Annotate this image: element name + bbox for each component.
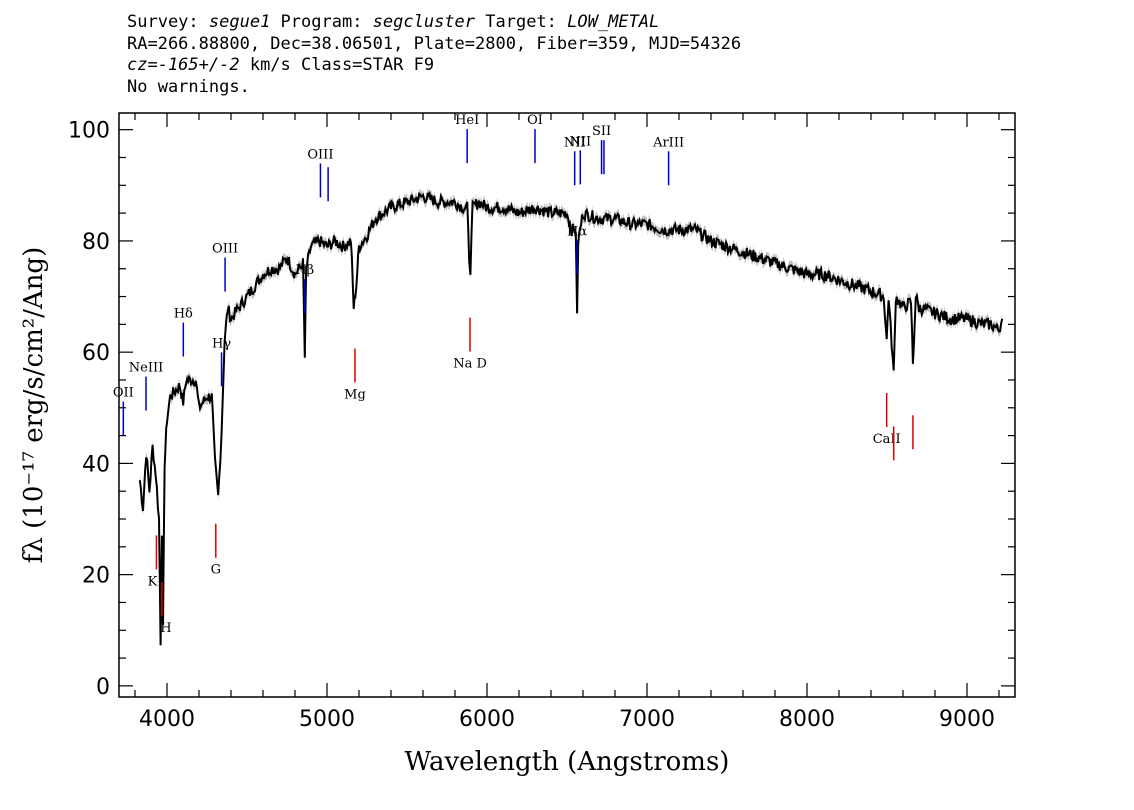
emission-label-6: OIII bbox=[307, 147, 333, 162]
emission-label-1: NeIII bbox=[129, 361, 163, 376]
target-label: Target: bbox=[475, 12, 568, 32]
emission-label-2: Hδ bbox=[174, 307, 193, 322]
error-band-series-0 bbox=[139, 187, 1003, 651]
survey-label: Survey: bbox=[127, 12, 209, 32]
survey-value: segue1 bbox=[208, 12, 271, 32]
program-value: segcluster bbox=[372, 12, 476, 32]
emission-label-4: OIII bbox=[212, 242, 238, 257]
absorption-label-2: G bbox=[211, 563, 221, 578]
x-tick-label-6000: 6000 bbox=[459, 707, 515, 732]
emission-label-8: HeI bbox=[455, 113, 479, 128]
spectrum-header: Survey: segue1 Program: segcluster Targe… bbox=[127, 12, 741, 98]
y-axis-title: fλ (10⁻¹⁷ erg/s/cm²/Ang) bbox=[19, 247, 49, 563]
plot-frame bbox=[118, 112, 1016, 698]
x-tick-label-8000: 8000 bbox=[779, 707, 835, 732]
x-tick-label-5000: 5000 bbox=[299, 707, 355, 732]
emission-label-12: NII bbox=[569, 134, 591, 149]
header-line-redshift: cz=-165+/-2 km/s Class=STAR F9 bbox=[127, 55, 741, 77]
emission-label-0: OII bbox=[113, 386, 134, 401]
x-axis-title: Wavelength (Angstroms) bbox=[405, 747, 730, 777]
emission-label-11: Hα bbox=[567, 224, 587, 239]
program-label: Program: bbox=[270, 12, 373, 32]
emission-label-9: OI bbox=[527, 113, 543, 128]
class-text: km/s Class=STAR F9 bbox=[239, 55, 435, 75]
x-tick-label-9000: 9000 bbox=[939, 707, 995, 732]
spectrum-layer bbox=[138, 190, 1004, 646]
y-tick-label-60: 60 bbox=[82, 341, 110, 366]
x-tick-label-7000: 7000 bbox=[619, 707, 675, 732]
absorption-label-0: K bbox=[148, 574, 158, 589]
y-tick-label-100: 100 bbox=[68, 119, 110, 144]
emission-label-15: ArIII bbox=[652, 135, 684, 150]
redshift-value: cz=-165+/-2 bbox=[127, 55, 240, 75]
x-tick-label-4000: 4000 bbox=[139, 707, 195, 732]
emission-label-3: Hγ bbox=[212, 336, 231, 351]
y-tick-label-0: 0 bbox=[96, 675, 110, 700]
absorption-label-3: Mg bbox=[344, 388, 366, 403]
header-line-survey: Survey: segue1 Program: segcluster Targe… bbox=[127, 12, 741, 34]
y-tick-label-80: 80 bbox=[82, 230, 110, 255]
y-tick-label-40: 40 bbox=[82, 452, 110, 477]
absorption-label-4: Na D bbox=[453, 357, 487, 372]
y-tick-label-20: 20 bbox=[82, 564, 110, 589]
absorption-label-1: H bbox=[160, 621, 171, 636]
absorption-label-5: CaII bbox=[873, 432, 901, 447]
emission-label-5: Hβ bbox=[295, 263, 314, 278]
header-line-coordinates: RA=266.88800, Dec=38.06501, Plate=2800, … bbox=[127, 33, 742, 54]
emission-label-13: SII bbox=[592, 124, 611, 139]
tick-layer: 4000 5000 6000 7000 8000 9000 0 20 40 60 80 100 bbox=[68, 113, 1015, 732]
target-value: LOW_METAL bbox=[567, 12, 660, 32]
header-line-warnings: No warnings. bbox=[127, 76, 250, 97]
spectrum-line-series-0 bbox=[138, 190, 1004, 646]
error-band-layer bbox=[139, 187, 1003, 651]
emission-label-10: NII bbox=[564, 135, 586, 150]
